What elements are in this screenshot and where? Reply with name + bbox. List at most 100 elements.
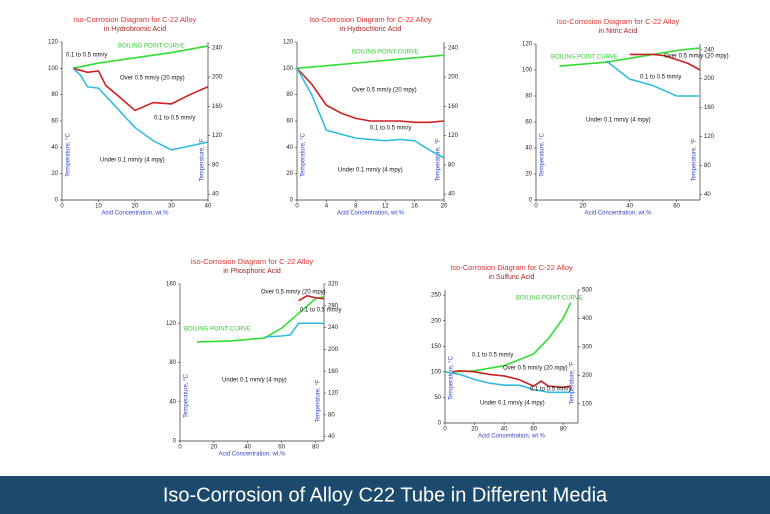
y2-tick-label: 160	[328, 369, 339, 375]
y2-axis-label: Temperature, °F	[436, 138, 442, 181]
y-tick-label: 160	[166, 282, 177, 288]
series-label: BOILING POINT CURVE	[551, 55, 618, 61]
y-tick-label: 0	[55, 198, 59, 204]
y-tick-label: 100	[522, 68, 533, 74]
x-tick-label: 20	[132, 204, 139, 210]
y2-tick-label: 240	[328, 325, 339, 331]
y2-tick-label: 500	[582, 288, 593, 294]
y-tick-label: 20	[525, 172, 532, 178]
series-line	[264, 322, 324, 338]
x-tick-label: 20	[580, 204, 587, 210]
series-label: BOILING POINT CURVE	[516, 296, 583, 302]
x-tick-label: 80	[312, 445, 319, 451]
y-tick-label: 120	[48, 40, 59, 46]
x-tick-label: 40	[626, 204, 633, 210]
series-line	[196, 295, 325, 343]
x-axis-label: Acid Concentration, wt.%	[218, 452, 286, 458]
y2-tick-label: 40	[448, 192, 455, 198]
annotation: 0.1 to 0.5 mm/y	[300, 308, 341, 314]
y2-tick-label: 240	[212, 45, 223, 51]
y2-tick-label: 160	[704, 105, 715, 111]
y2-axis-label: Temperature, °F	[316, 379, 322, 422]
chart-subtitle: in Hydrobromic Acid	[104, 26, 166, 33]
series-line	[452, 370, 571, 388]
y-tick-label: 40	[525, 146, 532, 152]
annotation: Over 0.5 mm/y (20 mpy)	[352, 88, 417, 94]
y-tick-label: 0	[290, 198, 294, 204]
y-tick-label: 100	[48, 66, 59, 72]
x-tick-label: 40	[205, 204, 212, 210]
y2-tick-label: 120	[704, 134, 715, 140]
annotation: Under 0.1 mm/y (4 mpy)	[586, 118, 651, 124]
x-tick-label: 16	[411, 204, 418, 210]
chart-title: Iso-Corrosion Diagram for C-22 Alloy	[557, 17, 680, 26]
x-tick-label: 4	[325, 204, 329, 210]
y2-tick-label: 240	[704, 47, 715, 53]
y2-tick-label: 120	[328, 391, 339, 397]
y-tick-label: 40	[286, 145, 293, 151]
series-line	[452, 302, 572, 373]
series-line	[296, 67, 445, 159]
x-axis-label: Acid Concentration, wt.%	[478, 434, 546, 440]
y-tick-label: 250	[431, 293, 442, 299]
y-tick-label: 60	[525, 120, 532, 126]
y2-tick-label: 80	[328, 412, 335, 418]
x-tick-label: 20	[211, 445, 218, 451]
caption: Iso-Corrosion of Alloy C22 Tube in Diffe…	[163, 484, 608, 506]
y-axis-label: Temperature, °C	[301, 132, 307, 176]
x-axis-label: Acid Concentration, wt.%	[337, 211, 405, 217]
annotation: 0.1 to 0.5 mm/y	[370, 126, 411, 132]
annotation: 0.1 to 0.5 mm/y	[472, 353, 513, 359]
annotation: Under 0.1 mm/y (4 mpy)	[480, 401, 545, 407]
series-line	[72, 67, 209, 112]
x-tick-label: 20	[471, 427, 478, 433]
x-tick-label: 10	[95, 204, 102, 210]
y-axis-label: Temperature, °C	[540, 132, 546, 176]
y-tick-label: 100	[283, 66, 294, 72]
series-line	[444, 371, 571, 394]
y-tick-label: 100	[431, 369, 442, 375]
y-tick-label: 60	[51, 119, 58, 125]
y-tick-label: 150	[431, 344, 442, 350]
y-tick-label: 50	[434, 395, 441, 401]
chart-title: Iso-Corrosion Diagram for C-22 Alloy	[191, 257, 314, 266]
x-tick-label: 12	[382, 204, 389, 210]
x-tick-label: 40	[244, 445, 251, 451]
annotation: 0.1 to 0.5 mm/y	[154, 116, 195, 122]
chart-subtitle: in Hydrochloric Acid	[340, 26, 402, 33]
y-tick-label: 0	[438, 421, 442, 427]
series-line	[72, 67, 209, 151]
chart-title: Iso-Corrosion Diagram for C-22 Alloy	[309, 15, 432, 24]
x-axis-label: Acid Concentration, wt.%	[584, 211, 652, 217]
y2-tick-label: 240	[448, 45, 459, 51]
y2-tick-label: 280	[328, 303, 339, 309]
y2-tick-label: 300	[582, 344, 593, 350]
y2-tick-label: 200	[212, 75, 223, 81]
y-tick-label: 0	[173, 439, 177, 445]
x-tick-label: 0	[295, 204, 299, 210]
y-tick-label: 60	[286, 119, 293, 125]
chart-title: Iso-Corrosion Diagram for C-22 Alloy	[450, 263, 573, 272]
series-line	[296, 67, 445, 124]
chart-title: Iso-Corrosion Diagram for C-22 Alloy	[74, 15, 197, 24]
y2-tick-label: 160	[448, 104, 459, 110]
series-line	[629, 53, 701, 71]
y-tick-label: 40	[169, 399, 176, 405]
series-line	[298, 294, 325, 302]
y-tick-label: 80	[51, 92, 58, 98]
x-tick-label: 40	[501, 427, 508, 433]
y2-tick-label: 80	[212, 162, 219, 168]
y-tick-label: 20	[51, 171, 58, 177]
y2-tick-label: 40	[212, 192, 219, 198]
annotation: Over 0.5 mm/y (20 mpy)	[503, 366, 568, 372]
y2-tick-label: 100	[582, 401, 593, 407]
y-tick-label: 0	[529, 198, 533, 204]
annotation: Under 0.1 mm/y (4 mpy)	[338, 168, 403, 174]
y2-tick-label: 80	[448, 162, 455, 168]
x-tick-label: 0	[443, 427, 447, 433]
y-tick-label: 120	[522, 42, 533, 48]
chart-subtitle: in Phosphoric Acid	[223, 268, 281, 275]
series-line	[296, 54, 445, 70]
y2-axis-label: Temperature, °F	[570, 361, 576, 404]
